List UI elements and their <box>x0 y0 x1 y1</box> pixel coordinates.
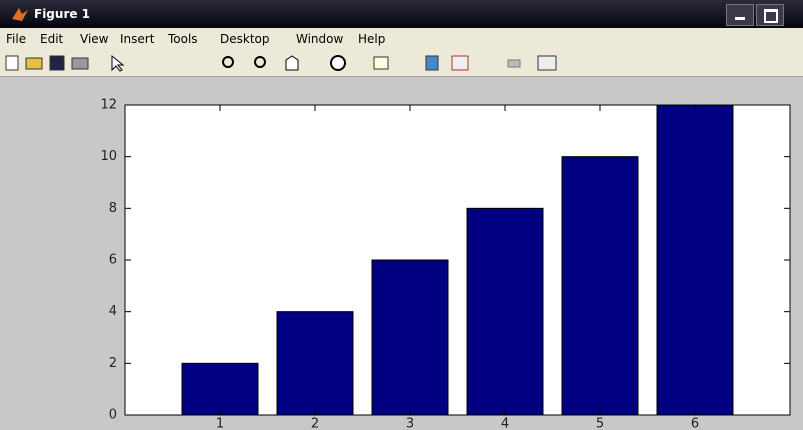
colorbar-icon[interactable] <box>425 55 439 71</box>
bar <box>276 311 354 416</box>
y-tick-label: 12 <box>100 98 117 113</box>
y-tick-label: 10 <box>100 149 117 164</box>
title-bar: Figure 1 <box>0 0 803 28</box>
x-tick-label: 3 <box>406 417 414 430</box>
x-tick-label: 5 <box>596 417 604 430</box>
bar <box>561 156 639 416</box>
show-tools-icon[interactable] <box>537 55 557 71</box>
y-tick-label: 8 <box>109 201 117 216</box>
y-tick-label: 4 <box>109 304 117 319</box>
menu-item[interactable]: Edit <box>40 32 64 46</box>
x-tick-label: 6 <box>691 417 699 430</box>
menu-item[interactable]: Tools <box>168 32 198 46</box>
y-tick-label: 2 <box>109 356 117 371</box>
pointer-icon[interactable] <box>111 54 125 72</box>
bar <box>466 207 544 416</box>
menu-item[interactable]: File <box>6 32 27 46</box>
window-title: Figure 1 <box>34 7 91 21</box>
zoom-out-icon[interactable] <box>254 56 266 68</box>
menu-bar: File Edit View Insert Tools Desktop Window Help <box>0 28 803 50</box>
menu-item[interactable]: Desktop <box>220 32 270 46</box>
menu-item[interactable]: View <box>80 32 109 46</box>
pan-icon[interactable] <box>285 55 299 71</box>
minimize-button[interactable] <box>726 4 754 26</box>
new-icon[interactable] <box>5 55 19 71</box>
bar <box>656 104 734 416</box>
hide-tools-icon[interactable] <box>507 59 521 68</box>
x-tick-label: 4 <box>501 417 509 430</box>
x-tick-label: 1 <box>216 417 224 430</box>
toolbar <box>0 50 803 77</box>
rotate-icon[interactable] <box>330 55 346 71</box>
open-icon[interactable] <box>25 57 43 70</box>
y-tick-label: 0 <box>109 408 117 423</box>
print-icon[interactable] <box>71 57 89 70</box>
x-tick-label: 2 <box>311 417 319 430</box>
bar <box>371 259 449 416</box>
menu-item[interactable]: Insert <box>120 32 155 46</box>
toolbar-icons <box>5 54 557 72</box>
zoom-in-icon[interactable] <box>222 56 234 68</box>
save-icon[interactable] <box>49 55 65 71</box>
y-tick-label: 6 <box>109 253 117 268</box>
maximize-button[interactable] <box>756 4 784 26</box>
menu-item[interactable]: Window <box>296 32 344 46</box>
bar <box>181 362 259 416</box>
app-icon <box>12 8 28 21</box>
legend-icon[interactable] <box>451 55 469 71</box>
menu-item[interactable]: Help <box>358 32 386 46</box>
datacursor-icon[interactable] <box>373 56 389 70</box>
